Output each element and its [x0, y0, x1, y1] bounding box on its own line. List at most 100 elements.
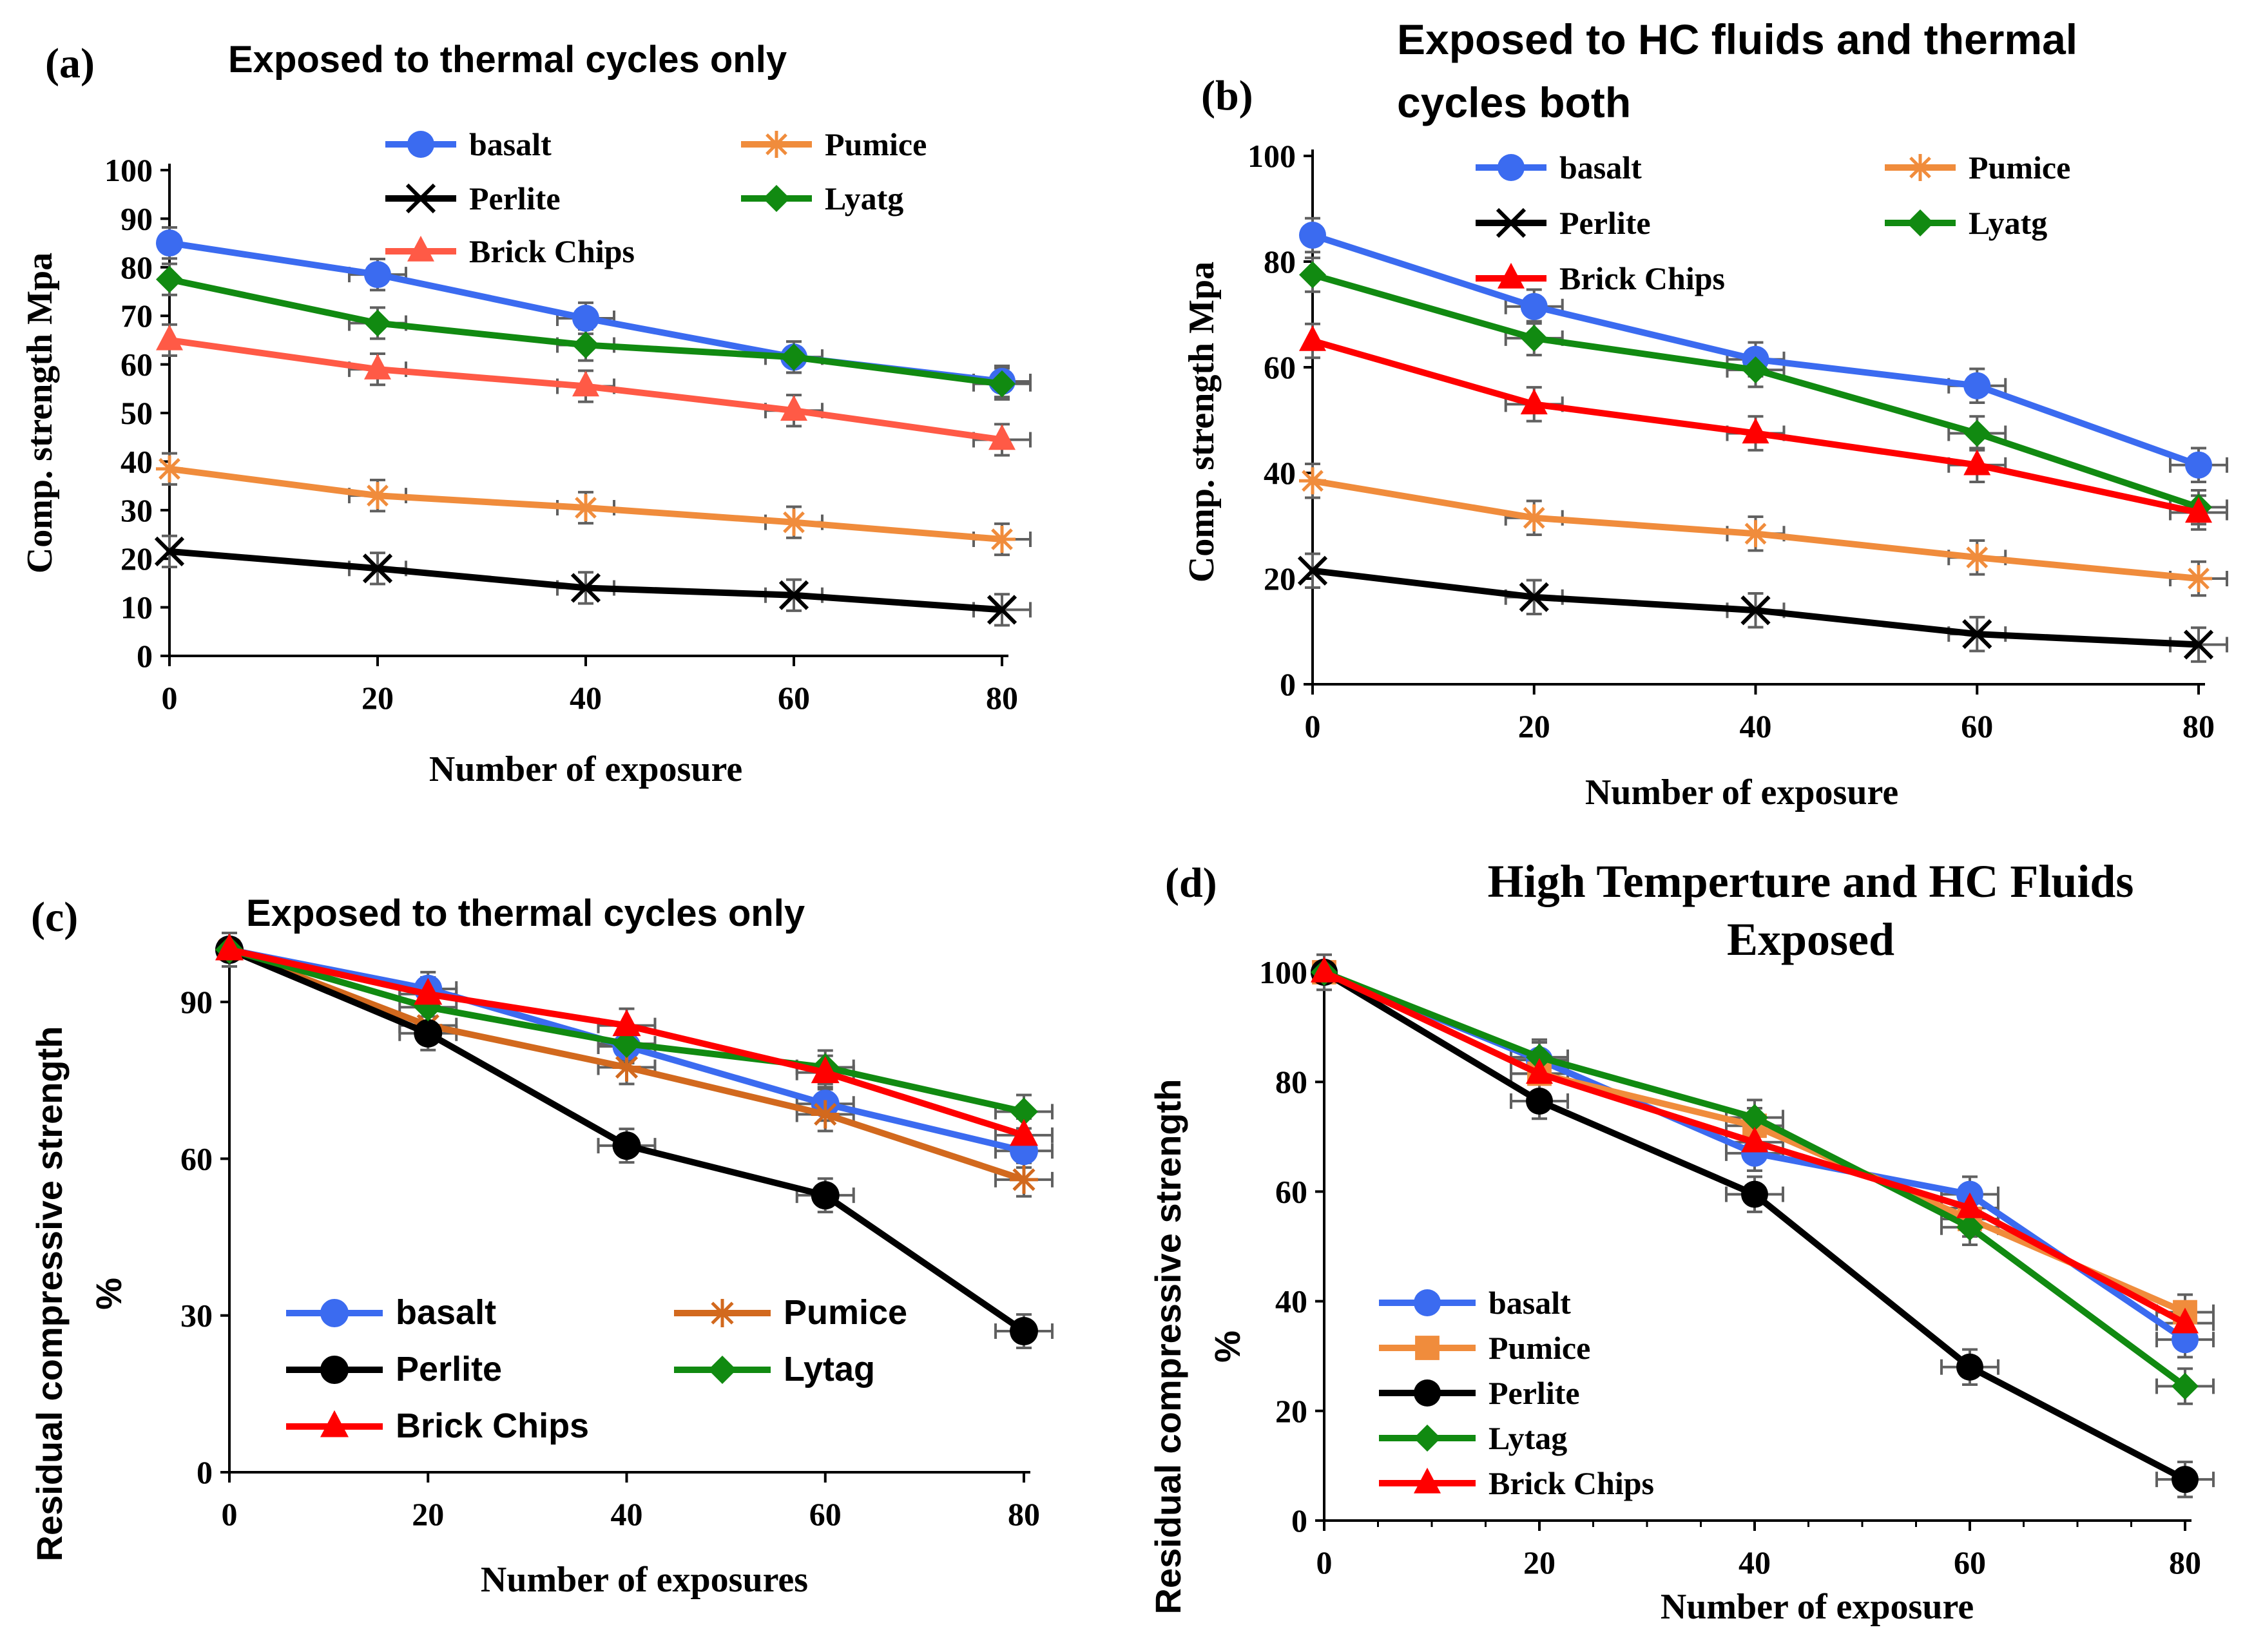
legend-item-lyatg: Lyatg	[741, 180, 903, 216]
chart-title: Exposed	[1727, 914, 1894, 965]
y-axis-label: %	[1207, 1330, 1247, 1363]
axes: 0 10 20 30 40 50 60 70 80 90 100 0 20 40 60 80	[104, 152, 1018, 716]
series-brick-chips	[1311, 956, 2199, 1334]
legend-item-pumice: Pumice	[741, 126, 927, 162]
series-lyatg	[1299, 261, 2212, 521]
data-point-lyatg	[364, 309, 391, 337]
legend-swatch-marker	[405, 183, 436, 214]
x-tick-label: 40	[1740, 708, 1772, 744]
data-point-pumice	[364, 482, 391, 510]
data-point-brick-chips	[612, 1009, 641, 1037]
data-point-basalt	[1520, 293, 1548, 320]
chart-title: High Temperture and HC Fluids	[1488, 856, 2134, 907]
data-point-perlite	[414, 1019, 443, 1048]
x-tick-label: 80	[2182, 708, 2215, 744]
panel-letter: (b)	[1201, 72, 1253, 119]
legend-label: Lyatg	[1969, 205, 2047, 241]
y-tick-label: 0	[1280, 666, 1296, 702]
chart-panel-a: (a) Exposed to thermal cycles only 0 10 20 30…	[20, 39, 1032, 789]
data-point-brick-chips	[1520, 389, 1548, 415]
y-tick-label: 80	[1275, 1064, 1307, 1100]
chart-panel-b: (b) Exposed to HC fluids and thermal cycle…	[1182, 15, 2228, 812]
data-point-brick-chips	[2185, 497, 2212, 523]
y-tick-label: 40	[1264, 455, 1296, 491]
data-point-pumice	[2185, 565, 2212, 592]
data-point-pumice	[811, 1100, 840, 1129]
legend-label: Pumice	[1969, 149, 2070, 186]
legend-swatch-marker	[1907, 209, 1934, 236]
x-tick-label: 0	[1305, 708, 1321, 744]
x-tick-label: 0	[222, 1496, 238, 1532]
y-tick-label: 100	[1259, 954, 1307, 990]
plot-area	[215, 932, 1054, 1349]
x-tick-label: 80	[1008, 1496, 1040, 1532]
x-tick-label: 40	[570, 680, 602, 716]
plot-area	[154, 226, 1032, 627]
data-point-basalt	[156, 229, 183, 257]
data-point-pumice	[1299, 467, 1326, 495]
legend-label: Brick Chips	[396, 1407, 589, 1445]
data-point-basalt	[1299, 222, 1326, 249]
x-tick-label: 60	[778, 680, 810, 716]
plot-area	[1297, 216, 2228, 663]
data-point-perlite	[1526, 1087, 1553, 1115]
legend-item-brick-chips: Brick Chips	[286, 1407, 589, 1445]
series-brick-chips	[1299, 325, 2212, 523]
data-point-pumice	[780, 508, 807, 536]
legend-label: basalt	[396, 1293, 496, 1332]
data-point-brick-chips	[1299, 325, 1326, 351]
y-tick-label: 100	[104, 152, 153, 188]
legend-swatch-marker	[708, 1299, 737, 1327]
chart-panel-d: (d) High Temperture and HC FluidsExposed0…	[1148, 856, 2215, 1627]
legend-label: Perlite	[469, 180, 561, 216]
data-point-pumice	[1010, 1165, 1038, 1194]
chart-title: Exposed to thermal cycles only	[246, 892, 805, 934]
data-point-perlite	[2183, 629, 2214, 660]
y-tick-label: 90	[120, 200, 153, 236]
data-point-perlite	[2172, 1466, 2199, 1494]
x-axis-label: Number of exposures	[481, 1560, 808, 1600]
x-tick-label: 60	[1954, 1544, 1986, 1580]
legend-item-lytag: Lytag	[1379, 1420, 1567, 1456]
data-point-perlite	[362, 553, 393, 584]
legend-item-pumice: Pumice	[1379, 1330, 1590, 1366]
legend-item-brick-chips: Brick Chips	[1476, 260, 1725, 296]
y-tick-label: 20	[1275, 1393, 1307, 1429]
x-tick-label: 40	[611, 1496, 643, 1532]
y-tick-label: 60	[1264, 349, 1296, 385]
legend-item-basalt: basalt	[1379, 1285, 1571, 1321]
legend-label: Lytag	[784, 1350, 875, 1388]
series-perlite	[1311, 959, 2199, 1494]
data-point-lyatg	[1299, 261, 1326, 289]
x-tick-label: 60	[1961, 708, 1993, 744]
y-tick-label: 80	[1264, 244, 1296, 280]
y-tick-label: 0	[197, 1454, 213, 1490]
data-point-lyatg	[988, 370, 1016, 398]
legend-swatch-marker	[320, 1356, 349, 1384]
y-axis-label: Residual compressive strength	[1148, 1079, 1188, 1615]
x-axis-label: Number of exposure	[1661, 1587, 1974, 1627]
y-tick-label: 40	[1275, 1283, 1307, 1320]
data-point-lytag	[1010, 1097, 1038, 1126]
legend-item-lyatg: Lyatg	[1885, 205, 2047, 241]
x-tick-label: 0	[162, 680, 178, 716]
y-tick-label: 90	[180, 984, 213, 1020]
data-point-perlite	[987, 595, 1017, 625]
series-line-lyatg	[1309, 271, 2202, 511]
data-point-brick-chips	[156, 324, 183, 351]
series-perlite	[1297, 555, 2214, 660]
chart-title: cycles both	[1397, 79, 1631, 126]
data-point-brick-chips	[2172, 1307, 2199, 1334]
data-point-brick-chips	[215, 933, 244, 961]
legend-item-brick-chips: Brick Chips	[1379, 1465, 1654, 1501]
y-tick-label: 100	[1247, 138, 1296, 174]
legend-swatch-marker	[1498, 262, 1525, 289]
axes: 0 20 40 60 80 100 0 20 40 60 80	[1259, 954, 2201, 1580]
y-tick-label: 20	[1264, 561, 1296, 597]
legend-item-basalt: basalt	[1476, 149, 1642, 186]
data-point-brick-chips	[572, 370, 599, 397]
legend: basalt Pumice Perlite Lytag Brick Chips	[1379, 1285, 1654, 1501]
legend-item-lytag: Lytag	[674, 1350, 875, 1388]
chart-title: Exposed to HC fluids and thermal	[1397, 15, 2077, 63]
legend-label: Pumice	[1488, 1330, 1590, 1366]
